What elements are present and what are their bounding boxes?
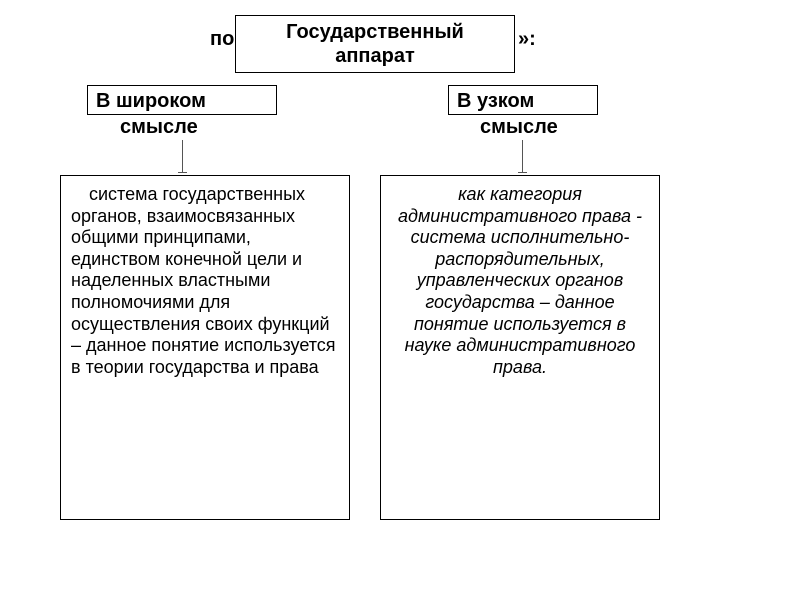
left-desc-box: система государственных органов, взаимос… [60, 175, 350, 520]
connector-right-foot [518, 172, 527, 173]
top-box: Государственный аппарат [235, 15, 515, 73]
right-desc-text: как категория административного права - … [391, 184, 649, 378]
top-box-line2: аппарат [244, 44, 506, 68]
left-desc-text: система государственных органов, взаимос… [71, 184, 339, 378]
right-label-line1: В узком [457, 89, 589, 113]
right-label-box: В узком [448, 85, 598, 115]
hidden-title-right: »: [518, 28, 536, 51]
connector-right [522, 140, 523, 172]
diagram-canvas: по »: Государственный аппарат В широком … [0, 0, 800, 600]
connector-left [182, 140, 183, 172]
connector-left-foot [178, 172, 187, 173]
left-label-box: В широком [87, 85, 277, 115]
left-label-line2: смысле [120, 116, 198, 139]
right-label-line2: смысле [480, 116, 558, 139]
top-box-line1: Государственный [244, 20, 506, 44]
hidden-title-left: по [210, 28, 234, 51]
right-desc-box: как категория административного права - … [380, 175, 660, 520]
left-label-line1: В широком [96, 89, 268, 113]
